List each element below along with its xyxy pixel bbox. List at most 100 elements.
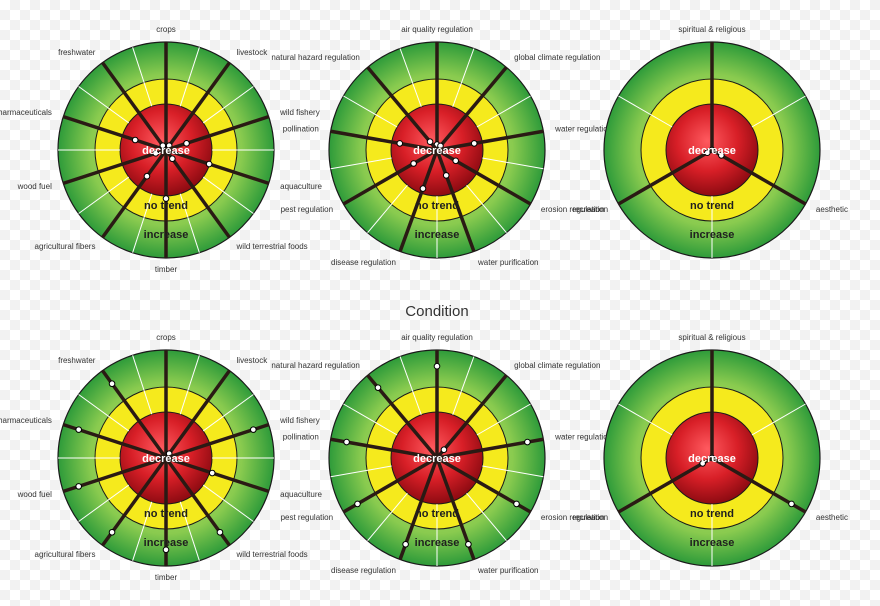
sector-label: water regulation — [554, 124, 612, 133]
spoke-disease-regulation — [398, 149, 439, 253]
decrease-label: decrease — [413, 453, 461, 465]
spoke-water-purification — [435, 149, 476, 253]
sector-divider — [330, 465, 392, 478]
spoke-recreation — [617, 456, 713, 514]
sector-label: aesthetic — [816, 513, 848, 522]
trend-marker — [433, 362, 441, 370]
sector-divider — [476, 95, 531, 128]
spoke-pollination — [330, 129, 438, 152]
sector-label: wood fuel — [17, 490, 52, 499]
trend-marker — [152, 150, 160, 157]
sector-label: pollination — [283, 124, 319, 133]
sector-label: erosion regulation — [541, 513, 605, 522]
sector-divider — [179, 355, 200, 415]
decrease-label: decrease — [688, 453, 736, 465]
no-trend-label: no trend — [415, 508, 459, 520]
sector-label: crops — [156, 333, 176, 342]
trend-marker — [788, 500, 795, 508]
spoke-erosion-regulation — [436, 148, 532, 206]
spoke-pest-regulation — [342, 148, 438, 206]
sector-divider — [132, 501, 153, 561]
spoke-recreation — [617, 148, 713, 206]
trend-marker — [343, 438, 350, 446]
sector-label: pest regulation — [281, 205, 333, 214]
sector-divider — [202, 484, 254, 522]
spoke-aquaculture — [165, 456, 270, 494]
sector-divider — [476, 403, 531, 436]
sector-label: erosion regulation — [541, 205, 605, 214]
spoke-wild-fishery — [165, 114, 270, 152]
trend-marker — [402, 540, 409, 548]
no-trend-label: no trend — [690, 200, 734, 212]
sector-label: water purification — [477, 566, 538, 575]
sector-divider — [751, 403, 806, 436]
trend-marker — [162, 546, 170, 554]
sector-label: recreation — [572, 205, 608, 214]
sector-divider — [78, 484, 130, 522]
sector-label: water regulation — [554, 432, 612, 441]
increase-label: increase — [144, 537, 189, 549]
diagram-bottom-right: spiritual & religious aesthetic recreation… — [572, 333, 848, 567]
sector-label: timber — [155, 265, 178, 274]
sector-divider — [452, 356, 475, 415]
sector-label: livestock — [237, 48, 269, 57]
diagram-top-right: spiritual & religious aesthetic recreation… — [572, 25, 848, 259]
sector-label: aquaculture — [280, 490, 322, 499]
sector-divider — [132, 193, 153, 253]
sector-label: agricultural fibers — [35, 550, 96, 559]
trend-marker — [250, 426, 257, 433]
sector-divider — [179, 47, 200, 107]
trend-marker — [442, 172, 450, 179]
spoke-livestock — [164, 61, 231, 152]
trend-marker — [75, 483, 82, 490]
trend-marker — [419, 185, 427, 192]
sector-divider — [330, 157, 392, 170]
sector-divider — [343, 95, 398, 128]
sector-divider — [399, 356, 422, 415]
trend-marker — [143, 172, 151, 180]
increase-label: increase — [144, 229, 189, 241]
spoke-livestock — [164, 369, 231, 460]
sector-divider — [367, 184, 408, 234]
spoke-pharmaceuticals — [62, 114, 167, 152]
sector-label: livestock — [237, 356, 269, 365]
sector-divider — [399, 48, 422, 107]
sector-label: natural hazard regulation — [271, 53, 360, 62]
trend-marker — [354, 500, 361, 508]
decrease-label: decrease — [688, 145, 736, 157]
trend-marker — [131, 136, 139, 144]
trend-marker — [205, 160, 213, 168]
sector-label: wood fuel — [17, 182, 52, 191]
sector-label: disease regulation — [331, 566, 396, 575]
increase-label: increase — [690, 537, 735, 549]
trend-marker — [426, 138, 434, 146]
spoke-agricultural-fibers — [101, 148, 168, 239]
no-trend-label: no trend — [144, 508, 188, 520]
sector-label: wild terrestrial foods — [236, 550, 308, 559]
condition-caption: Condition — [405, 303, 468, 320]
sector-label: aesthetic — [816, 205, 848, 214]
sector-divider — [132, 47, 153, 107]
sector-divider — [78, 176, 130, 214]
spoke-wild-terrestrial-foods — [164, 148, 231, 239]
sector-divider — [78, 86, 130, 124]
diagram-bottom-middle: air quality regulation global climate reg… — [271, 333, 612, 575]
sector-divider — [202, 86, 254, 124]
sector-label: water purification — [477, 258, 538, 267]
trend-marker — [159, 142, 167, 149]
sector-divider — [202, 394, 254, 432]
spoke-natural-hazard-regulation — [366, 66, 439, 152]
decrease-label: decrease — [142, 453, 190, 465]
trend-marker — [704, 149, 711, 156]
sector-label: pharmaceuticals — [0, 416, 52, 425]
no-trend-label: no trend — [415, 200, 459, 212]
sector-label: agricultural fibers — [35, 242, 96, 251]
sector-label: crops — [156, 25, 176, 34]
decrease-label: decrease — [413, 145, 461, 157]
sector-divider — [343, 403, 398, 436]
sector-divider — [466, 184, 507, 234]
trend-marker — [374, 384, 382, 391]
trend-marker — [108, 380, 116, 388]
sector-label: pollination — [283, 432, 319, 441]
